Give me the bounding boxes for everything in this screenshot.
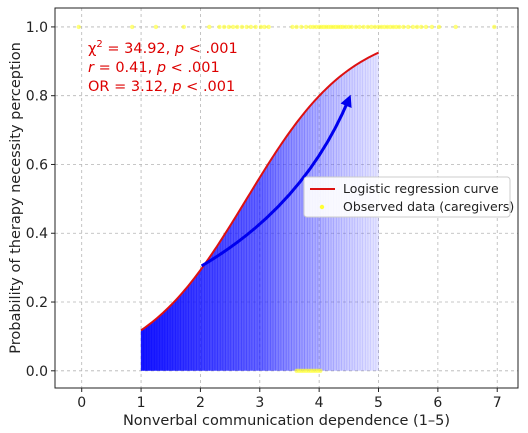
observed-point xyxy=(258,24,264,30)
regression-curve-layer xyxy=(140,51,379,332)
observed-point xyxy=(221,24,227,30)
observed-point xyxy=(266,24,271,30)
legend-point-swatch xyxy=(319,204,325,210)
y-tick-label: 0.0 xyxy=(26,364,48,380)
y-axis-title: Probability of therapy necessity percept… xyxy=(8,42,24,354)
y-tick-label: 1.0 xyxy=(26,20,48,36)
observed-point xyxy=(303,24,309,30)
legend-label-observed: Observed data (caregivers) xyxy=(343,199,514,214)
observed-point xyxy=(361,24,366,30)
x-tick-label: 1 xyxy=(137,395,146,411)
observed-point xyxy=(369,24,374,30)
observed-point xyxy=(429,24,435,30)
observed-point xyxy=(153,24,159,30)
observed-point xyxy=(349,24,354,30)
statistics-annotation: χ2 = 34.92, p < .001 r = 0.41, p < .001 … xyxy=(88,39,238,95)
y-tick-label: 0.4 xyxy=(26,226,48,242)
trend-arrow-layer xyxy=(200,94,352,268)
observed-point xyxy=(419,24,424,30)
observed-point xyxy=(365,24,371,30)
y-tick-label: 0.8 xyxy=(26,89,48,105)
observed-point xyxy=(76,24,81,30)
observed-point xyxy=(181,24,187,30)
observed-point xyxy=(230,24,236,30)
probability-fill xyxy=(141,52,379,371)
x-tick-label: 5 xyxy=(374,395,383,411)
observed-point xyxy=(453,24,458,30)
plot-frame xyxy=(54,7,519,389)
legend-label-curve: Logistic regression curve xyxy=(343,181,499,196)
observed-point xyxy=(235,24,240,30)
annotation-odds-ratio: OR = 3.12, p < .001 xyxy=(88,79,235,95)
x-tick-label: 0 xyxy=(77,395,86,411)
observed-point xyxy=(299,24,304,30)
annotation-chi-square: χ2 = 34.92, p < .001 xyxy=(88,39,238,57)
observed-point xyxy=(262,24,267,30)
observed-point xyxy=(410,24,416,30)
x-tick-label: 6 xyxy=(433,395,442,411)
x-tick-label: 2 xyxy=(196,395,205,411)
observed-point xyxy=(397,24,402,30)
observed-point xyxy=(253,24,258,30)
x-axis-title: Nonverbal communication dependence (1–5) xyxy=(123,413,450,429)
axis-ticks: 0 1 2 3 4 5 6 7 0.0 0.2 0.4 0.6 0.8 1.0 xyxy=(26,20,502,411)
observed-point xyxy=(294,24,299,30)
observed-point xyxy=(357,24,362,30)
observed-point xyxy=(414,24,420,30)
observed-point xyxy=(492,24,497,30)
regression-curve xyxy=(140,51,379,332)
y-tick-label: 0.6 xyxy=(26,157,48,173)
x-tick-label: 4 xyxy=(315,395,324,411)
observed-point xyxy=(405,24,411,30)
observed-point xyxy=(129,24,135,30)
observed-data-points xyxy=(76,24,497,374)
observed-point xyxy=(248,24,254,30)
y-tick-label: 0.2 xyxy=(26,295,48,311)
observed-point xyxy=(401,24,406,30)
trend-arrow xyxy=(200,94,352,268)
annotation-correlation: r = 0.41, p < .001 xyxy=(88,60,220,76)
x-tick-label: 3 xyxy=(255,395,264,411)
observed-point xyxy=(353,24,359,30)
probability-area xyxy=(141,52,379,371)
observed-point xyxy=(372,24,378,30)
x-tick-label: 7 xyxy=(493,395,502,411)
legend: Logistic regression curve Observed data … xyxy=(303,176,514,218)
observed-point xyxy=(436,24,442,30)
observed-point xyxy=(244,24,249,30)
observed-point xyxy=(290,24,295,30)
observed-point xyxy=(217,24,222,30)
observed-point xyxy=(239,24,245,30)
legend-box xyxy=(303,176,511,218)
observed-point xyxy=(318,368,323,374)
observed-point xyxy=(207,24,212,30)
observed-point xyxy=(423,24,429,30)
observed-point xyxy=(226,24,232,30)
